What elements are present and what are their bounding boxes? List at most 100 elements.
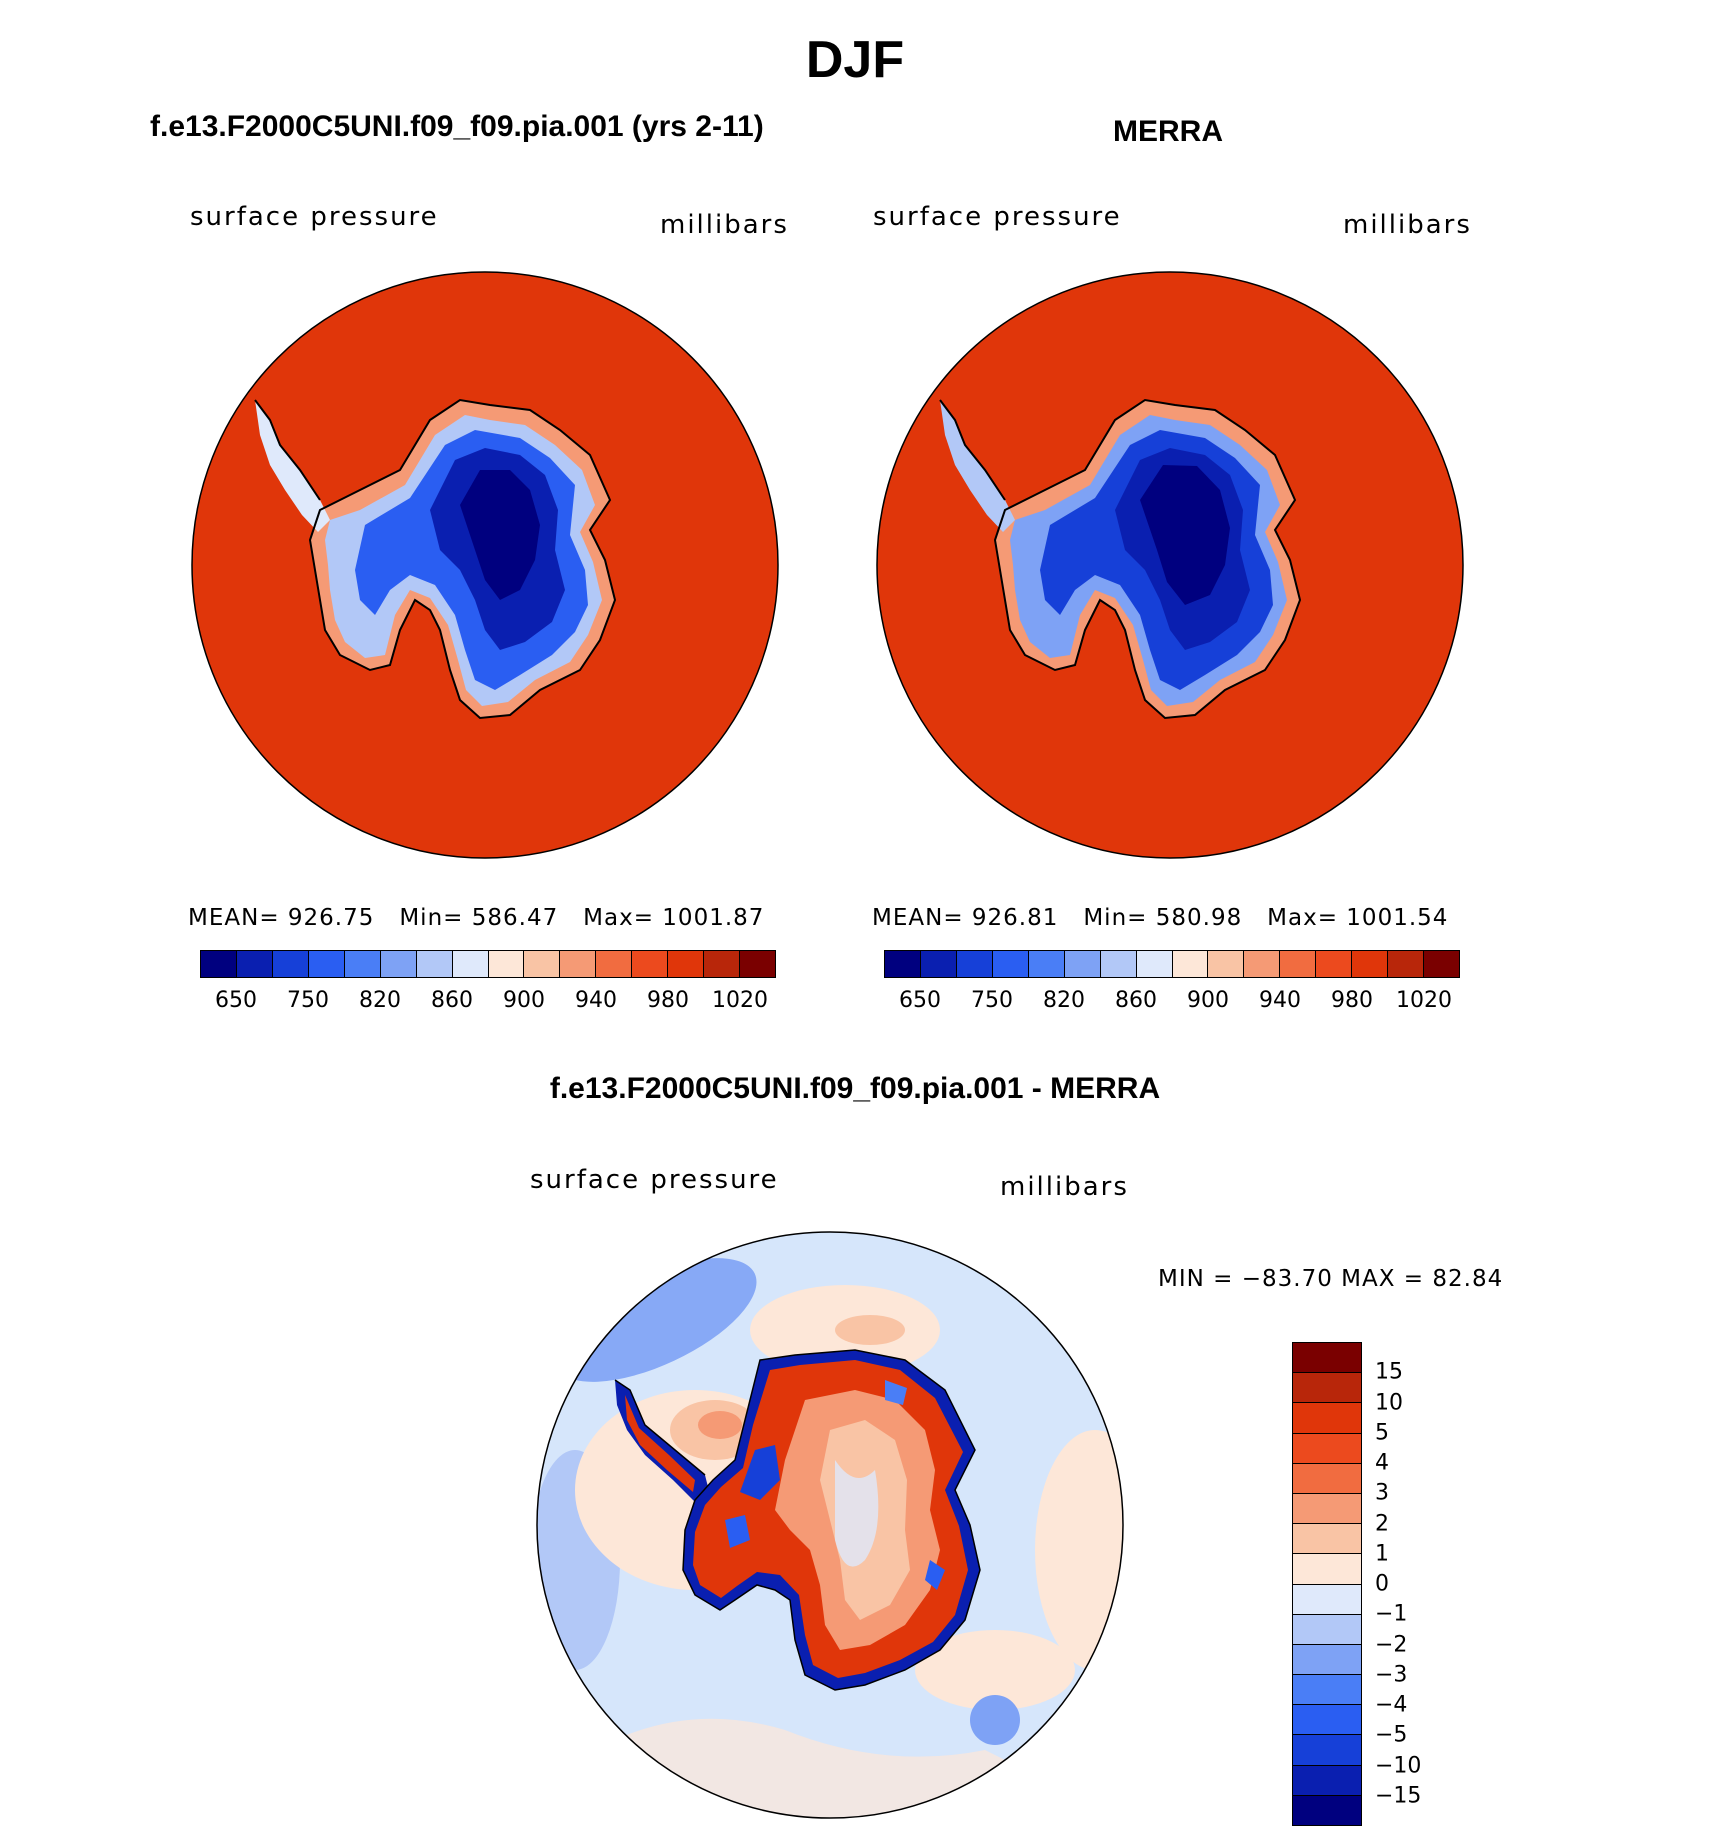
colorbar-tick-label: 15 [1375, 1359, 1403, 1385]
colorbar-tick-label: −1 [1375, 1601, 1408, 1627]
panel-2-stats: MEAN= 926.81 Min= 580.98 Max= 1001.54 [872, 905, 1449, 931]
colorbar-swatch [1293, 1433, 1361, 1464]
colorbar-swatch [1100, 951, 1137, 977]
colorbar-tick-label: 820 [1043, 988, 1085, 1013]
diff-colorbar [1292, 1342, 1362, 1826]
colorbar-tick-label: 980 [647, 988, 689, 1013]
diff-panel-units-label: millibars [1000, 1172, 1129, 1202]
colorbar-swatch [1280, 951, 1317, 977]
colorbar-swatch [1293, 1795, 1361, 1825]
panel-2-map [876, 271, 1464, 859]
colorbar-tick-label: 860 [1115, 988, 1157, 1013]
colorbar-swatch [1244, 951, 1281, 977]
colorbar-swatch [308, 951, 345, 977]
panel-1-units-label: millibars [660, 210, 789, 240]
panel-2-variable-label: surface pressure [873, 202, 1122, 232]
panel-1-variable-label: surface pressure [190, 202, 439, 232]
main-title: DJF [805, 31, 905, 89]
colorbar-swatch [1293, 1373, 1361, 1404]
colorbar-tick-label: 900 [503, 988, 545, 1013]
colorbar-swatch [1388, 951, 1425, 977]
panel-2-units-label: millibars [1343, 210, 1472, 240]
colorbar-tick-label: −10 [1375, 1753, 1422, 1778]
colorbar-swatch [236, 951, 273, 977]
colorbar-tick-label: 1 [1375, 1541, 1389, 1567]
diff-panel-minmax: MIN = −83.70 MAX = 82.84 [1158, 1266, 1504, 1292]
panel-1-colorbar [200, 950, 776, 978]
colorbar-swatch [1293, 1463, 1361, 1494]
colorbar-tick-label: −2 [1375, 1632, 1408, 1657]
colorbar-tick-label: 860 [431, 988, 473, 1013]
panel-1-stats: MEAN= 926.75 Min= 586.47 Max= 1001.87 [188, 905, 765, 931]
colorbar-tick-label: 820 [359, 988, 401, 1013]
colorbar-tick-label: −5 [1375, 1722, 1408, 1748]
colorbar-tick-label: −15 [1375, 1783, 1422, 1809]
panel-2-colorbar-labels: 650 750 820 860 900 940 980 1020 [884, 988, 1460, 1018]
panel-1-colorbar-labels: 650 750 820 860 900 940 980 1020 [200, 988, 776, 1018]
colorbar-tick-label: −3 [1375, 1662, 1408, 1688]
colorbar-swatch [740, 951, 775, 977]
colorbar-swatch [344, 951, 381, 977]
colorbar-swatch [885, 951, 921, 977]
panel-1-map [191, 271, 779, 859]
colorbar-tick-label: 1020 [712, 988, 768, 1013]
colorbar-tick-label: 4 [1375, 1450, 1389, 1476]
colorbar-tick-label: 0 [1375, 1571, 1389, 1597]
colorbar-swatch [1293, 1675, 1361, 1706]
colorbar-swatch [1293, 1343, 1361, 1374]
colorbar-swatch [596, 951, 633, 977]
colorbar-swatch [380, 951, 417, 977]
colorbar-swatch [1028, 951, 1065, 977]
colorbar-swatch [272, 951, 309, 977]
colorbar-swatch [1293, 1554, 1361, 1585]
diff-colorbar-labels: 15 10 5 4 3 2 1 0 −1 −2 −3 −4 −5 −10 −15 [1375, 1342, 1435, 1826]
colorbar-tick-label: 750 [287, 988, 329, 1013]
colorbar-swatch [1293, 1705, 1361, 1736]
colorbar-swatch [704, 951, 741, 977]
colorbar-swatch [416, 951, 453, 977]
colorbar-swatch [992, 951, 1029, 977]
colorbar-tick-label: 10 [1375, 1390, 1403, 1415]
colorbar-swatch [1316, 951, 1353, 977]
diff-panel-map [536, 1231, 1124, 1819]
colorbar-tick-label: 940 [1259, 988, 1301, 1013]
colorbar-swatch [524, 951, 561, 977]
diff-panel-title: f.e13.F2000C5UNI.f09_f09.pia.001 - MERRA [549, 1072, 1161, 1105]
colorbar-tick-label: 650 [215, 988, 257, 1013]
diff-panel-variable-label: surface pressure [530, 1165, 779, 1195]
colorbar-swatch [1293, 1765, 1361, 1796]
colorbar-swatch [1172, 951, 1209, 977]
colorbar-swatch [1208, 951, 1245, 977]
colorbar-swatch [632, 951, 669, 977]
colorbar-swatch [920, 951, 957, 977]
colorbar-tick-label: −4 [1375, 1692, 1408, 1718]
colorbar-tick-label: 2 [1375, 1511, 1389, 1536]
colorbar-tick-label: 980 [1331, 988, 1373, 1013]
colorbar-swatch [956, 951, 993, 977]
colorbar-swatch [488, 951, 525, 977]
colorbar-swatch [1293, 1403, 1361, 1434]
colorbar-swatch [1293, 1493, 1361, 1525]
colorbar-swatch [1293, 1735, 1361, 1766]
panel-2-title: MERRA [1113, 115, 1223, 148]
colorbar-tick-label: 3 [1375, 1480, 1389, 1506]
colorbar-swatch [668, 951, 705, 977]
panel-1-title: f.e13.F2000C5UNI.f09_f09.pia.001 (yrs 2-… [150, 110, 764, 143]
colorbar-tick-label: 650 [899, 988, 941, 1013]
colorbar-swatch [1064, 951, 1101, 977]
colorbar-tick-label: 5 [1375, 1420, 1389, 1446]
colorbar-swatch [452, 951, 489, 977]
colorbar-tick-label: 900 [1187, 988, 1229, 1013]
colorbar-tick-label: 750 [971, 988, 1013, 1013]
colorbar-swatch [1293, 1644, 1361, 1676]
colorbar-tick-label: 940 [575, 988, 617, 1013]
panel-2-colorbar [884, 950, 1460, 978]
colorbar-swatch [1293, 1584, 1361, 1615]
colorbar-swatch [560, 951, 597, 977]
colorbar-swatch [1136, 951, 1173, 977]
colorbar-tick-label: 1020 [1396, 988, 1452, 1013]
colorbar-swatch [1352, 951, 1389, 977]
colorbar-swatch [1293, 1524, 1361, 1555]
colorbar-swatch [1293, 1614, 1361, 1645]
colorbar-swatch [1424, 951, 1459, 977]
